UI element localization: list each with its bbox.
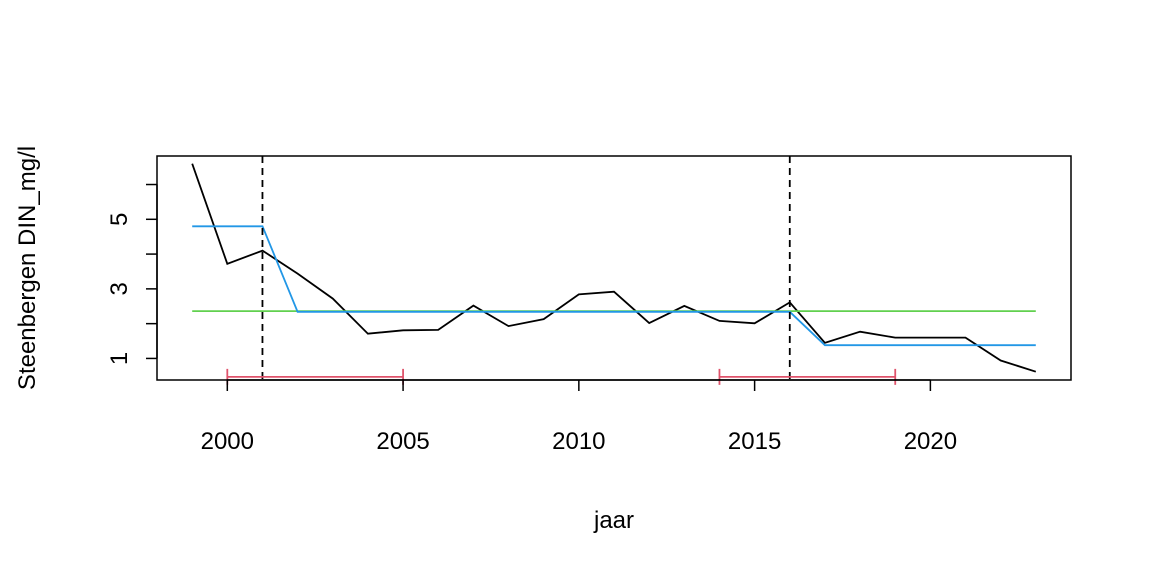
x-tick-label: 2005 (376, 428, 429, 455)
x-tick-label: 2010 (552, 428, 605, 455)
interval-bars (226, 368, 897, 385)
interval-bar-2 (718, 368, 897, 385)
x-axis-label: jaar (593, 507, 634, 534)
x-tick-label: 2015 (728, 428, 781, 455)
y-tick-label: 3 (106, 282, 133, 295)
plot-area-border (156, 155, 1072, 381)
interval-bar-1 (226, 368, 404, 385)
series-line-1 (191, 163, 1037, 373)
change-point-lines (261, 156, 791, 380)
series-line-3 (192, 225, 1036, 347)
y-tick-label: 5 (106, 213, 133, 226)
y-tick-label: 1 (106, 352, 133, 365)
y-axis-label: Steenbergen DIN_mg/l (14, 146, 41, 390)
chart-series-lines (191, 163, 1037, 373)
x-axis: 2000 2005 2010 2015 2020 (201, 379, 957, 455)
x-tick-label: 2020 (904, 428, 957, 455)
x-tick-label: 2000 (201, 428, 254, 455)
y-axis: 1 3 5 (106, 183, 158, 365)
